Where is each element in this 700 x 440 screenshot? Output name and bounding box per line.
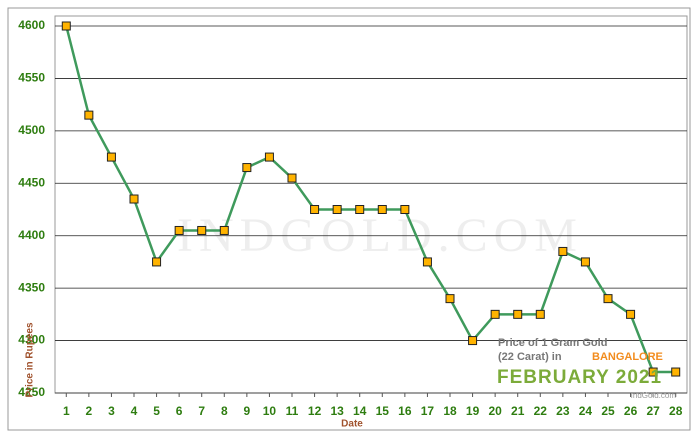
annotation-month: FEBRUARY 2021 <box>497 367 662 388</box>
x-tick-label: 26 <box>624 404 638 418</box>
y-tick-label: 4450 <box>18 175 45 189</box>
marker <box>174 225 184 235</box>
x-tick-label: 10 <box>263 404 277 418</box>
marker <box>400 205 410 214</box>
x-tick-label: 23 <box>556 404 570 418</box>
x-tick-label: 12 <box>308 404 322 418</box>
annotation-source: IndGold.com <box>631 391 677 400</box>
marker <box>197 225 207 235</box>
marker <box>671 367 681 377</box>
x-tick-label: 15 <box>376 404 390 418</box>
y-tick-label: 4400 <box>18 228 45 242</box>
x-tick-label: 7 <box>198 404 205 418</box>
marker <box>445 294 455 304</box>
marker <box>310 205 320 214</box>
x-tick-label: 3 <box>108 404 115 418</box>
x-tick-label: 11 <box>286 404 299 418</box>
marker <box>377 205 387 214</box>
marker <box>129 194 139 204</box>
x-tick-label: 20 <box>488 404 502 418</box>
x-tick-label: 5 <box>153 404 160 418</box>
y-axis-label: Price in Rupees <box>25 322 36 397</box>
annotation: Price of 1 Gram Gold (22 Carat) in BANGA… <box>497 337 676 400</box>
y-tick-label: 4300 <box>18 333 45 347</box>
y-tick-label: 4350 <box>18 280 45 294</box>
x-tick-label: 27 <box>646 404 660 418</box>
x-axis-label: Date <box>341 419 363 430</box>
marker <box>603 294 613 304</box>
x-tick-label: 25 <box>601 404 615 418</box>
annotation-city: BANGALORE <box>592 351 663 363</box>
x-tick-label: 1 <box>63 404 70 418</box>
x-tick-label: 14 <box>353 404 367 418</box>
marker <box>84 110 94 120</box>
marker <box>264 152 274 162</box>
x-tick-label: 21 <box>511 404 525 418</box>
x-tick-label: 9 <box>244 404 251 418</box>
y-tick-label: 4250 <box>18 385 45 399</box>
x-tick-label: 18 <box>443 404 457 418</box>
x-tick-label: 24 <box>579 404 593 418</box>
marker <box>648 367 658 377</box>
series-line <box>65 25 676 374</box>
y-tick-label: 4500 <box>18 123 45 137</box>
x-tick-label: 4 <box>131 404 138 418</box>
x-tick-label: 2 <box>86 404 93 418</box>
x-tick-label: 19 <box>466 404 480 418</box>
y-tick-label: 4600 <box>18 18 45 32</box>
x-tick-label: 6 <box>176 404 183 418</box>
marker <box>513 309 523 319</box>
marker <box>422 257 432 267</box>
marker <box>626 309 636 319</box>
marker <box>468 336 478 346</box>
marker <box>580 257 590 267</box>
marker <box>490 309 500 319</box>
y-tick-label: 4550 <box>18 71 45 85</box>
marker <box>242 163 252 173</box>
x-tick-label: 13 <box>330 404 344 418</box>
marker <box>332 205 342 214</box>
x-tick-label: 17 <box>421 404 435 418</box>
marker <box>106 152 116 162</box>
x-tick-label: 16 <box>398 404 412 418</box>
x-tick-label: 22 <box>534 404 548 418</box>
marker <box>61 21 71 31</box>
marker <box>535 309 545 319</box>
marker <box>355 205 365 214</box>
annotation-line2: (22 Carat) in <box>498 351 562 363</box>
marker <box>558 246 568 256</box>
x-tick-label: 28 <box>669 404 683 418</box>
marker <box>287 173 297 183</box>
marker <box>152 257 162 267</box>
annotation-line1: Price of 1 Gram Gold <box>498 337 607 349</box>
x-tick-label: 8 <box>221 404 228 418</box>
marker <box>219 225 229 235</box>
